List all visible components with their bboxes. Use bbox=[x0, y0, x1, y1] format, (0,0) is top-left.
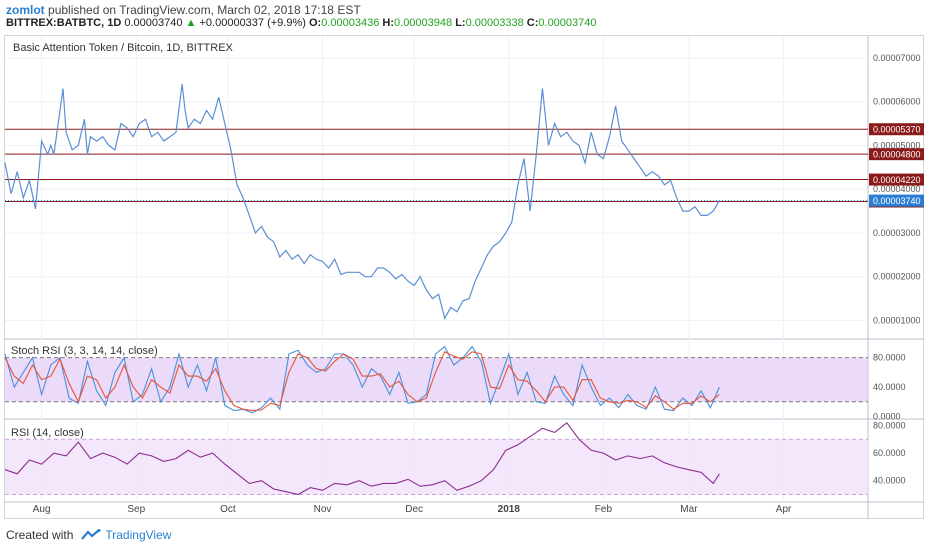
y-tick-label: 0.00003000 bbox=[873, 228, 921, 238]
price-change: +0.00000337 (+9.9%) bbox=[199, 17, 306, 29]
stoch-d-line bbox=[4, 351, 720, 412]
author-link[interactable]: zomlot bbox=[6, 3, 45, 17]
x-tick-label: Apr bbox=[776, 504, 792, 515]
open-label: O: bbox=[308, 17, 322, 29]
x-tick-label: Sep bbox=[127, 504, 145, 515]
y-tick-label: 0.00001000 bbox=[873, 315, 921, 325]
stoch-band bbox=[5, 357, 868, 402]
publish-info: zomlot published on TradingView.com, Mar… bbox=[6, 3, 361, 17]
price-level-label: 0.00004800 bbox=[873, 150, 921, 160]
up-arrow-icon: ▲ bbox=[185, 17, 197, 29]
price-level-label: 0.00004220 bbox=[873, 175, 921, 185]
stoch-y-tick-label: 80.0000 bbox=[873, 353, 906, 363]
stoch-y-tick-label: 40.0000 bbox=[873, 382, 906, 392]
symbol: BITTREX:BATBTC, 1D bbox=[6, 17, 122, 29]
price-level-badge bbox=[869, 173, 924, 186]
rsi-line bbox=[4, 422, 720, 496]
open-value: 0.00003436 bbox=[321, 17, 380, 29]
low-label: L: bbox=[455, 17, 466, 29]
tradingview-logo-icon bbox=[81, 529, 101, 540]
stoch-y-tick-label: 0.0000 bbox=[873, 412, 901, 422]
x-tick-label: Oct bbox=[220, 504, 236, 515]
chart-frame bbox=[4, 35, 924, 519]
rsi-y-tick-label: 60.0000 bbox=[873, 448, 906, 458]
created-with: Created with bbox=[6, 528, 74, 542]
y-tick-label: 0.00002000 bbox=[873, 272, 921, 282]
x-tick-label: Mar bbox=[680, 504, 698, 515]
y-tick-label: 0.00007000 bbox=[873, 53, 921, 63]
rsi-y-tick-label: 80.0000 bbox=[873, 421, 906, 431]
close-label: C: bbox=[526, 17, 539, 29]
footer: Created with TradingView bbox=[6, 528, 171, 542]
y-tick-label: 0.00004000 bbox=[873, 184, 921, 194]
tradingview-label: TradingView bbox=[105, 528, 172, 542]
rsi-title: RSI (14, close) bbox=[11, 427, 84, 439]
price-chart-title: Basic Attention Token / Bitcoin, 1D, BIT… bbox=[13, 42, 234, 54]
price-level-badge bbox=[869, 123, 924, 136]
low-value: 0.00003338 bbox=[465, 17, 524, 29]
high-value: 0.00003948 bbox=[394, 17, 453, 29]
price-level-badge bbox=[869, 148, 924, 161]
y-tick-label: 0.00006000 bbox=[873, 97, 921, 107]
high-label: H: bbox=[382, 17, 395, 29]
y-tick-label: 0.00005000 bbox=[873, 140, 921, 150]
rsi-band bbox=[5, 439, 868, 495]
x-tick-label: 2018 bbox=[498, 504, 521, 515]
symbol-bar: BITTREX:BATBTC, 1D 0.00003740 ▲ +0.00000… bbox=[6, 17, 597, 29]
published-text: published on TradingView.com, March 02, … bbox=[48, 3, 361, 17]
stoch-k-line bbox=[4, 345, 720, 414]
price-series-line bbox=[4, 84, 720, 320]
price-level-label: 0.00005370 bbox=[873, 125, 921, 135]
last-price: 0.00003740 bbox=[124, 17, 183, 29]
rsi-y-tick-label: 40.0000 bbox=[873, 476, 906, 486]
x-tick-label: Aug bbox=[33, 504, 51, 515]
last-price-badge bbox=[869, 194, 924, 207]
x-tick-label: Dec bbox=[405, 504, 423, 515]
x-tick-label: Feb bbox=[595, 504, 613, 515]
last-price-label: 0.00003740 bbox=[873, 196, 921, 206]
close-value: 0.00003740 bbox=[538, 17, 597, 29]
x-tick-label: Nov bbox=[314, 504, 332, 515]
tradingview-logo[interactable]: TradingView bbox=[81, 528, 171, 542]
stoch-rsi-title: Stoch RSI (3, 3, 14, 14, close) bbox=[11, 345, 158, 357]
